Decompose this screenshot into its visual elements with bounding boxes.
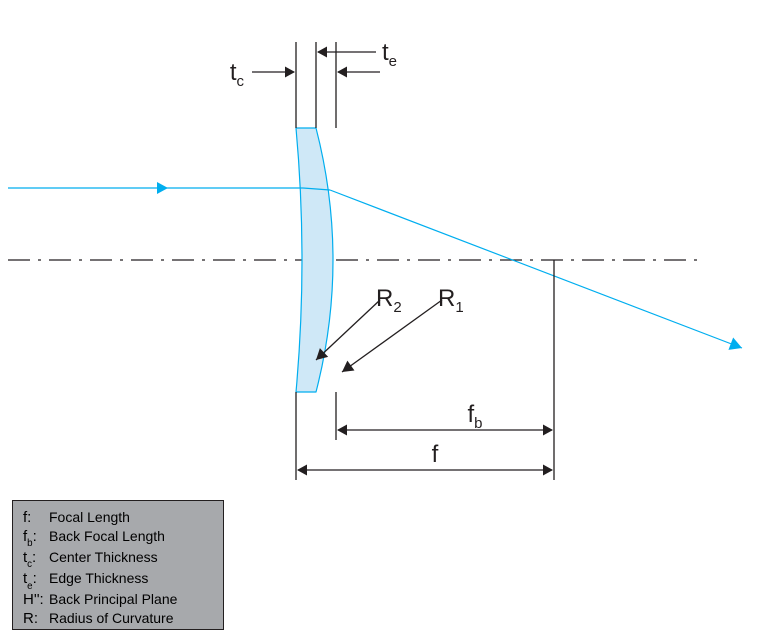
legend-symbol: R: [23,610,49,629]
legend-row: tc:Center Thickness [23,549,213,570]
legend-desc: Edge Thickness [49,570,148,588]
legend-symbol: te: [23,570,49,591]
legend-desc: Focal Length [49,509,130,527]
legend-desc: Back Focal Length [49,528,165,546]
legend-symbol: fb: [23,528,49,549]
label-f: f [432,441,439,468]
legend-desc: Center Thickness [49,549,158,567]
legend-row: H'':Back Principal Plane [23,591,213,610]
legend-row: fb:Back Focal Length [23,528,213,549]
legend-symbol: H'': [23,591,49,610]
legend-symbol: tc: [23,549,49,570]
legend-desc: Back Principal Plane [49,591,177,609]
legend-desc: Radius of Curvature [49,610,174,628]
legend-box: f:Focal Lengthfb:Back Focal Lengthtc:Cen… [12,500,224,630]
legend-row: f:Focal Length [23,509,213,528]
legend-row: R:Radius of Curvature [23,610,213,629]
legend-symbol: f: [23,509,49,528]
legend-row: te:Edge Thickness [23,570,213,591]
